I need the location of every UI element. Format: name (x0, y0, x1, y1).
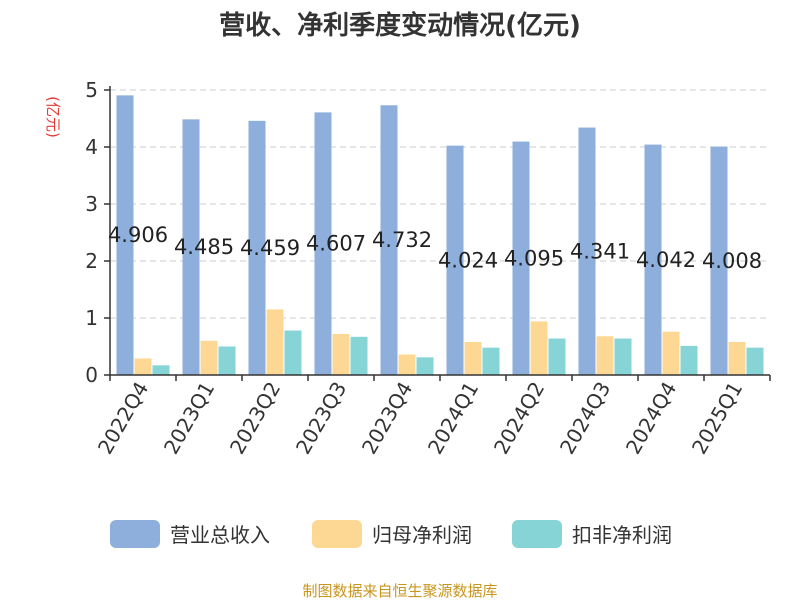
data-label: 4.732 (372, 228, 432, 252)
bar-parent-net-profit (530, 321, 548, 375)
y-axis-unit: (亿元) (44, 96, 62, 138)
x-tick-label: 2022Q4 (93, 378, 153, 459)
bar-deducted-net-profit (482, 347, 500, 375)
bar-revenue (578, 127, 596, 375)
bar-revenue (710, 146, 728, 375)
grid-lines (110, 89, 770, 319)
bar-revenue (380, 105, 398, 375)
y-tick-label: 0 (85, 363, 98, 387)
x-tick-label: 2023Q2 (225, 378, 285, 459)
data-label: 4.042 (636, 248, 696, 272)
bar-deducted-net-profit (746, 347, 764, 375)
y-tick-label: 1 (85, 306, 98, 330)
chart-title: 营收、净利季度变动情况(亿元) (219, 10, 581, 41)
bar-revenue (116, 95, 134, 375)
data-label: 4.095 (504, 246, 564, 270)
y-tick-label: 5 (85, 78, 98, 102)
x-tick-label: 2023Q1 (159, 378, 219, 459)
bar-deducted-net-profit (416, 357, 434, 375)
x-tick-label: 2024Q2 (489, 378, 549, 459)
data-label: 4.341 (570, 239, 630, 263)
bar-revenue (182, 119, 200, 375)
bar-revenue (446, 145, 464, 375)
x-tick-label: 2024Q1 (423, 378, 483, 459)
x-tick-label: 2024Q4 (621, 378, 681, 459)
y-tick-label: 2 (85, 249, 98, 273)
bar-deducted-net-profit (218, 346, 236, 375)
y-tick-label: 3 (85, 192, 98, 216)
bar-revenue (644, 144, 662, 375)
data-label: 4.485 (174, 235, 234, 259)
bar-revenue (248, 120, 266, 375)
legend-swatch[interactable] (312, 520, 362, 548)
legend: 营业总收入 归母净利润 扣非净利润 (110, 520, 672, 548)
bar-deducted-net-profit (350, 336, 368, 375)
data-label: 4.459 (240, 236, 300, 260)
bar-parent-net-profit (266, 309, 284, 375)
legend-label[interactable]: 归母净利润 (372, 523, 472, 547)
bars (116, 95, 764, 375)
data-label: 4.024 (438, 248, 498, 272)
bar-parent-net-profit (464, 341, 482, 375)
bar-parent-net-profit (134, 358, 152, 375)
data-label: 4.906 (108, 223, 168, 247)
bar-parent-net-profit (332, 333, 350, 375)
bar-deducted-net-profit (548, 338, 566, 375)
bar-parent-net-profit (398, 354, 416, 375)
bar-deducted-net-profit (284, 330, 302, 375)
bar-deducted-net-profit (614, 338, 632, 375)
legend-label[interactable]: 扣非净利润 (572, 523, 672, 547)
bar-deducted-net-profit (152, 365, 170, 375)
legend-label[interactable]: 营业总收入 (170, 523, 270, 547)
y-tick-label: 4 (85, 135, 98, 159)
data-label: 4.607 (306, 232, 366, 256)
x-tick-label: 2023Q4 (357, 378, 417, 459)
bar-parent-net-profit (200, 340, 218, 375)
data-label: 4.008 (702, 249, 762, 273)
bar-parent-net-profit (662, 331, 680, 375)
x-tick-label: 2023Q3 (291, 378, 351, 459)
bar-revenue (314, 112, 332, 375)
bar-deducted-net-profit (680, 345, 698, 375)
bar-revenue (512, 141, 530, 375)
x-tick-label: 2025Q1 (687, 378, 747, 459)
bar-parent-net-profit (596, 336, 614, 375)
bar-parent-net-profit (728, 341, 746, 375)
legend-swatch[interactable] (110, 520, 160, 548)
x-tick-label: 2024Q3 (555, 378, 615, 459)
source-note: 制图数据来自恒生聚源数据库 (302, 582, 497, 600)
legend-swatch[interactable] (512, 520, 562, 548)
